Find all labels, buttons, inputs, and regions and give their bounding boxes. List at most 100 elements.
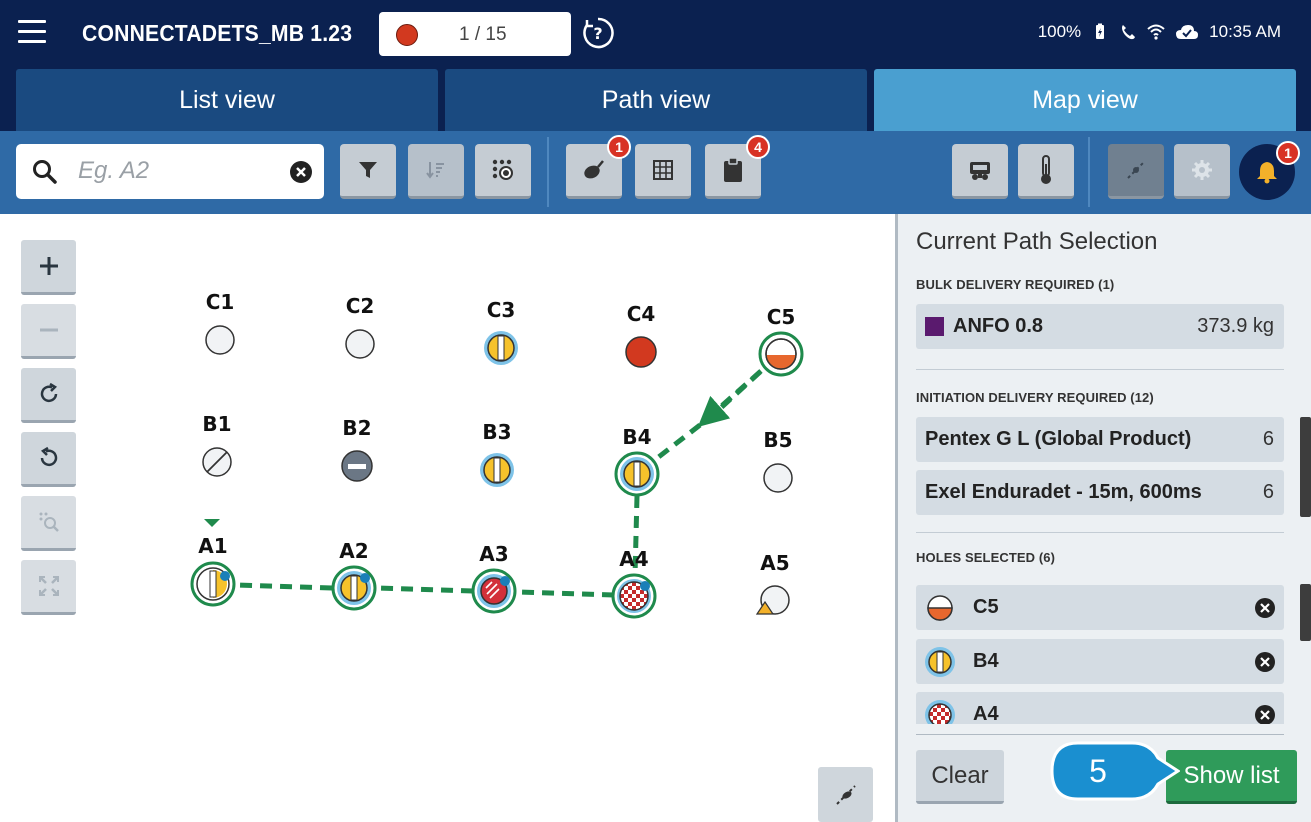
search-box [16,144,324,199]
session-counter[interactable]: 1 / 15 [379,12,571,56]
rotate-counterclockwise-button[interactable] [21,432,76,487]
path-segment [654,423,702,461]
view-tabs: List view Path view Map view [0,68,1311,131]
scrollbar[interactable] [1300,584,1311,641]
settings-button[interactable] [1174,144,1230,199]
initiation-item-count: 6 [1262,428,1274,450]
clipboard-badge: 4 [746,135,770,159]
checkered-hole-icon [925,700,955,724]
clear-search-icon[interactable] [289,160,313,184]
pattern-icon [492,159,513,180]
hole-label: C2 [346,294,375,318]
clipboard-icon [724,157,742,182]
detonator-button[interactable]: 1 [566,135,631,199]
path-lines [710,370,762,418]
filter-icon [359,162,377,178]
hole-label: A2 [339,539,368,563]
hole-label: B1 [202,412,231,436]
zoom-selection-button[interactable] [21,496,76,551]
remove-icon[interactable] [1254,651,1276,673]
selected-hole-item[interactable]: A4 [916,692,1284,724]
holes-selected-list[interactable]: C5 B4 A4 [898,574,1298,724]
rotate-ccw-icon [40,446,57,467]
path-segment [236,582,333,591]
plus-icon [39,257,58,275]
map-area[interactable]: C1 C2 C3 C4 C5 [0,214,895,822]
filter-button[interactable] [340,144,396,199]
status-bar: 100% 10:35 AM [1038,22,1281,42]
divider [916,369,1284,370]
hole-label: A3 [479,542,508,566]
path-selection-panel: Current Path Selection BULK DELIVERY REQ… [895,214,1311,822]
initiation-item: Exel Enduradet - 15m, 600ms 6 [916,470,1284,515]
fit-screen-icon [38,576,59,596]
hole-a4[interactable]: A4 [611,547,657,619]
rotate-clockwise-button[interactable] [21,368,76,423]
zoom-selection-icon [39,512,59,532]
tab-path-view[interactable]: Path view [445,69,867,131]
hole-b5[interactable]: B5 [763,428,793,493]
grid-icon [653,160,673,180]
help-icon[interactable]: ? [582,17,614,49]
path-tool-button[interactable] [1108,144,1164,199]
selected-hole-id: A4 [973,703,999,724]
path-draw-button[interactable] [818,767,873,822]
path-draw-icon [835,784,856,805]
show-list-button[interactable]: Show list [1166,750,1297,804]
remove-icon[interactable] [1254,704,1276,724]
menu-icon[interactable] [18,20,46,46]
tab-map-view[interactable]: Map view [874,69,1296,131]
selected-hole-item[interactable]: C5 [916,585,1284,630]
pattern-button[interactable] [475,144,531,199]
truck-button[interactable] [952,144,1008,199]
fit-to-screen-button[interactable] [21,560,76,615]
hole-a2[interactable]: A2 [331,539,377,611]
tab-list-view[interactable]: List view [16,69,438,131]
battery-charging-icon [1096,23,1105,39]
hole-a3[interactable]: A3 [471,542,517,614]
hole-b3[interactable]: B3 [480,420,514,487]
hole-b2[interactable]: B2 [341,416,373,482]
bulk-delivery-header: BULK DELIVERY REQUIRED (1) [916,277,1115,292]
hole-a1[interactable]: A1 [190,534,236,607]
status-dot [396,24,418,46]
notifications-button[interactable]: 1 [1239,141,1300,200]
counter-text: 1 / 15 [459,24,507,45]
zoom-in-button[interactable] [21,240,76,295]
hole-c2[interactable]: C2 [345,294,375,359]
holes-selected-header: HOLES SELECTED (6) [916,550,1056,565]
thermometer-button[interactable] [1018,144,1074,199]
hole-c5[interactable]: C5 [758,305,804,377]
hole-c4[interactable]: C4 [625,302,657,368]
remove-icon[interactable] [1254,597,1276,619]
scrollbar[interactable] [1300,417,1311,517]
thermometer-icon [1041,155,1051,184]
hole-label: A4 [619,547,648,571]
hole-label: B3 [482,420,511,444]
hole-b4[interactable]: B4 [614,425,660,497]
grid-button[interactable] [635,144,691,199]
bulk-item-value: 373.9 kg [1197,315,1274,337]
sort-button[interactable] [408,144,464,199]
selected-hole-item[interactable]: B4 [916,639,1284,684]
notifications-badge: 1 [1276,141,1300,165]
hole-a5[interactable]: A5 [755,551,790,615]
path-tool-icon [1127,161,1145,179]
search-input[interactable] [78,154,278,188]
hole-c1[interactable]: C1 [205,290,235,355]
clear-button[interactable]: Clear [916,750,1004,804]
bulk-item: ANFO 0.8 373.9 kg [916,304,1284,349]
hole-map[interactable]: C1 C2 C3 C4 C5 [0,214,895,822]
zoom-out-button[interactable] [21,304,76,359]
path-segment [632,495,640,577]
initiation-item-name: Pentex G L (Global Product) [925,428,1192,450]
hole-c3[interactable]: C3 [484,298,518,365]
hole-label: B2 [342,416,371,440]
path-segment [376,585,474,594]
half-orange-hole-icon [927,595,953,621]
clipboard-button[interactable]: 4 [705,135,770,199]
hole-b1[interactable]: B1 [202,412,232,477]
minus-icon [39,328,58,332]
toolbar-divider [547,137,549,207]
toolbar-divider [1088,137,1090,207]
